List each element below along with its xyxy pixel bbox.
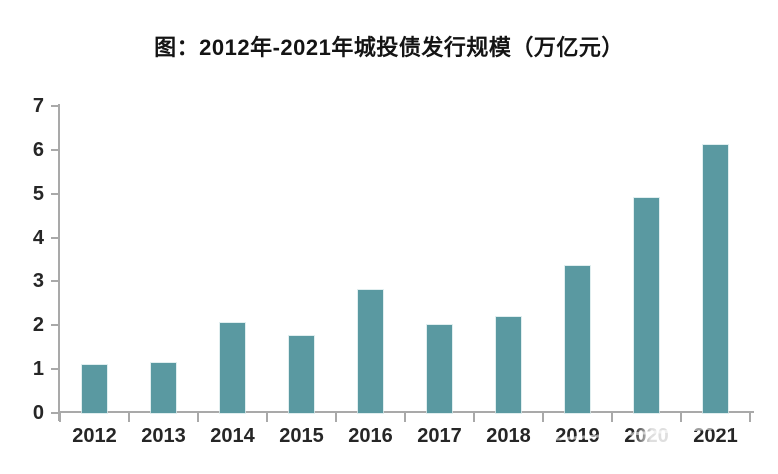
y-tick-label: 7	[32, 95, 44, 117]
bar-2015	[288, 335, 315, 414]
y-tick-label: 2	[32, 314, 44, 337]
y-tick-label: 6	[32, 138, 44, 161]
x-axis-tick	[680, 413, 682, 422]
x-axis-label: 2012	[72, 425, 117, 447]
x-axis-tick	[335, 413, 337, 422]
y-tick-label: 3	[32, 270, 44, 293]
bar-2016	[357, 289, 384, 414]
x-axis-label: 2015	[279, 425, 324, 447]
x-axis-tick	[749, 413, 751, 422]
x-axis-label: 2016	[348, 425, 393, 447]
x-axis-label: 2017	[417, 425, 462, 447]
x-axis-tick	[404, 413, 406, 422]
y-axis-tick	[51, 280, 59, 283]
x-axis-label: 2013	[141, 425, 186, 447]
x-axis-label: 2018	[486, 425, 531, 447]
bar-2017	[426, 324, 453, 414]
y-tick-label: 4	[32, 226, 44, 249]
x-axis-tick	[59, 413, 61, 422]
y-axis-tick	[51, 324, 59, 327]
y-axis-tick	[51, 105, 59, 107]
y-axis-tick	[51, 148, 59, 151]
bar-2012	[81, 364, 108, 414]
bar-2021	[702, 144, 729, 414]
bar-2013	[150, 362, 177, 414]
x-axis-tick	[542, 413, 544, 422]
x-axis-line	[58, 411, 754, 413]
bar-2020	[633, 197, 660, 414]
y-axis-tick	[51, 192, 59, 195]
y-tick-label: 0	[32, 402, 44, 424]
chart-title: 图：2012年-2021年城投债发行规模（万亿元）	[154, 35, 624, 60]
bar-2019	[564, 265, 591, 414]
x-axis-tick	[266, 413, 268, 422]
y-tick-label: 1	[32, 358, 44, 381]
x-axis-label: 2019	[555, 425, 600, 447]
y-tick-label: 5	[32, 182, 44, 205]
y-axis-tick	[51, 368, 59, 371]
x-axis-label: 2021	[693, 425, 738, 447]
x-axis-label: 2014	[210, 425, 255, 447]
x-axis-tick	[197, 413, 199, 422]
bar-2014	[219, 322, 246, 414]
y-axis-line	[58, 104, 60, 421]
y-axis-tick	[51, 236, 59, 239]
x-axis-tick	[128, 413, 130, 422]
x-axis-tick	[611, 413, 613, 422]
bar-2018	[495, 316, 522, 414]
x-axis-label: 2020	[624, 425, 669, 447]
y-axis-tick	[51, 412, 59, 414]
x-axis-tick	[473, 413, 475, 422]
